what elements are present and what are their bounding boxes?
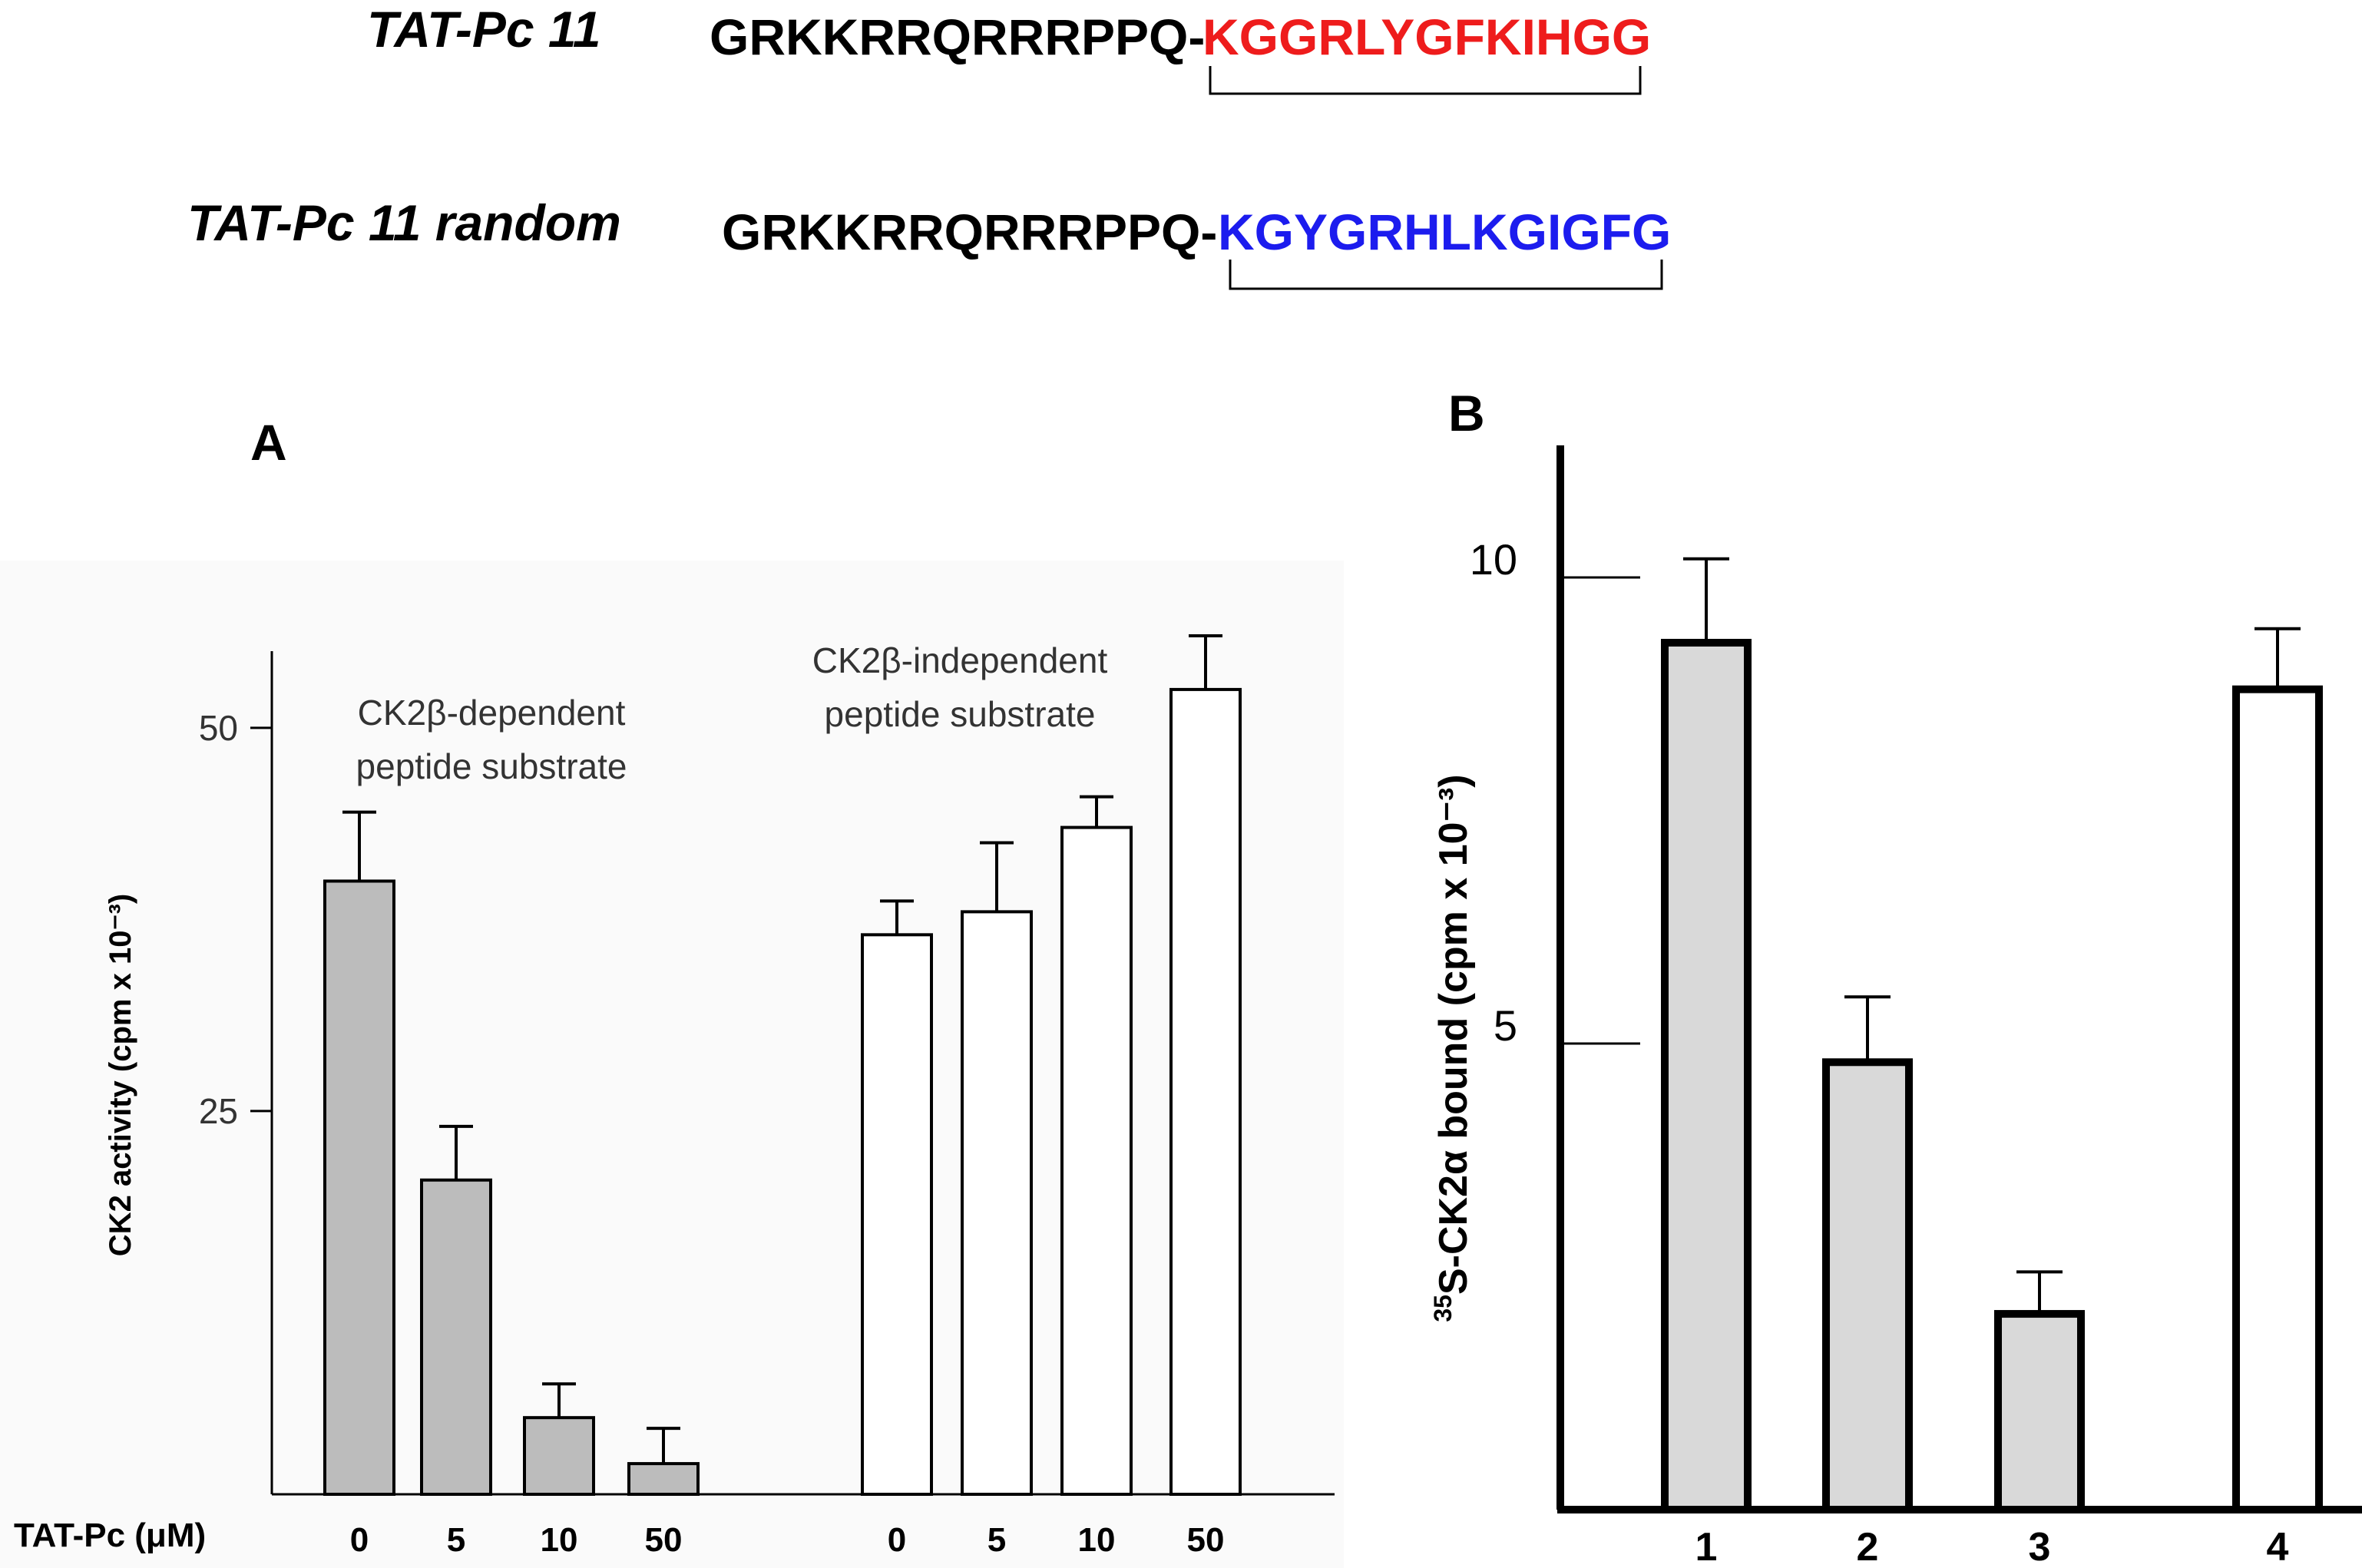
sequence-prefix-2: GRKKRRQRRRPPQ- xyxy=(722,203,1218,260)
chart-a-bar xyxy=(627,1462,700,1497)
chart-a-bar xyxy=(323,879,395,1497)
chart-a-category-label: 50 xyxy=(645,1521,683,1559)
chart-a-bar xyxy=(420,1178,492,1497)
chart-a-bar xyxy=(861,933,933,1496)
chart-a-category-label: 5 xyxy=(447,1521,465,1559)
chart-a-category-label: 0 xyxy=(888,1521,906,1559)
sequence-suffix-2: KGYGRHLKGIGFG xyxy=(1218,203,1672,260)
chart-b-y-tick-label: 5 xyxy=(1494,1001,1517,1050)
sequence-name-1: TAT-Pc 11 xyxy=(367,1,601,58)
chart-a-category-label: 5 xyxy=(987,1521,1006,1559)
chart-b-category-label: 2 xyxy=(1857,1525,1879,1568)
sequence-prefix-1: GRKKRRQRRRPPQ- xyxy=(710,8,1206,65)
chart-a-group-label: peptide substrate xyxy=(825,694,1096,734)
chart-b-bar xyxy=(1661,638,1752,1513)
bracket-1 xyxy=(1209,66,1642,95)
chart-a-group-label: CK2β-dependent xyxy=(358,693,626,733)
chart-a-category-label: 0 xyxy=(350,1521,369,1559)
chart-a-y-axis-label: CK2 activity (cpm x 10⁻³) xyxy=(104,894,137,1256)
sequence-name-2: TAT-Pc 11 random xyxy=(187,194,621,251)
chart-b-category-label: 4 xyxy=(2267,1525,2289,1568)
chart-b-y-axis-label-superscript: 35 xyxy=(1429,1295,1457,1322)
chart-b-y-tick-label: 10 xyxy=(1470,535,1517,584)
chart-a-group-label: CK2β-independent xyxy=(812,640,1108,680)
svg-text:35S-CK2α bound (cpm x 10⁻³): 35S-CK2α bound (cpm x 10⁻³) xyxy=(1429,774,1476,1322)
chart-a-y-tick-label: 25 xyxy=(199,1091,238,1131)
chart-a-category-label: 10 xyxy=(541,1521,578,1559)
chart-a-x-axis-label: TAT-Pc (μM) xyxy=(14,1517,206,1554)
panel-label-a: A xyxy=(250,414,287,471)
chart-b-bar xyxy=(1822,1058,1913,1513)
chart-a-y-tick-label: 50 xyxy=(199,708,238,748)
chart-b-bar xyxy=(1994,1310,2085,1514)
chart-a: CK2 activity (cpm x 10⁻³) TAT-Pc (μM) 25… xyxy=(14,634,1335,1559)
sequence-suffix-1: KGGRLYGFKIHGG xyxy=(1203,8,1652,65)
chart-a-bar xyxy=(961,910,1033,1496)
chart-b-category-label: 1 xyxy=(1695,1525,1718,1568)
chart-a-category-label: 50 xyxy=(1187,1521,1225,1559)
chart-b: 35S-CK2α bound (cpm x 10⁻³) 5 10 1 2 3 4 xyxy=(1429,445,2362,1568)
panel-label-b: B xyxy=(1448,385,1485,442)
chart-b-y-axis-label: 35S-CK2α bound (cpm x 10⁻³) xyxy=(1429,774,1476,1322)
chart-b-bar xyxy=(2232,685,2323,1513)
chart-a-bar xyxy=(523,1416,595,1496)
bracket-2 xyxy=(1229,260,1663,290)
chart-b-y-axis-label-main: S-CK2α bound (cpm x 10⁻³) xyxy=(1431,774,1476,1295)
chart-a-bar xyxy=(1060,825,1133,1496)
chart-a-category-label: 10 xyxy=(1078,1521,1116,1559)
chart-a-group-label: peptide substrate xyxy=(356,746,627,786)
chart-b-category-label: 3 xyxy=(2029,1525,2051,1568)
chart-a-bar xyxy=(1169,687,1242,1497)
